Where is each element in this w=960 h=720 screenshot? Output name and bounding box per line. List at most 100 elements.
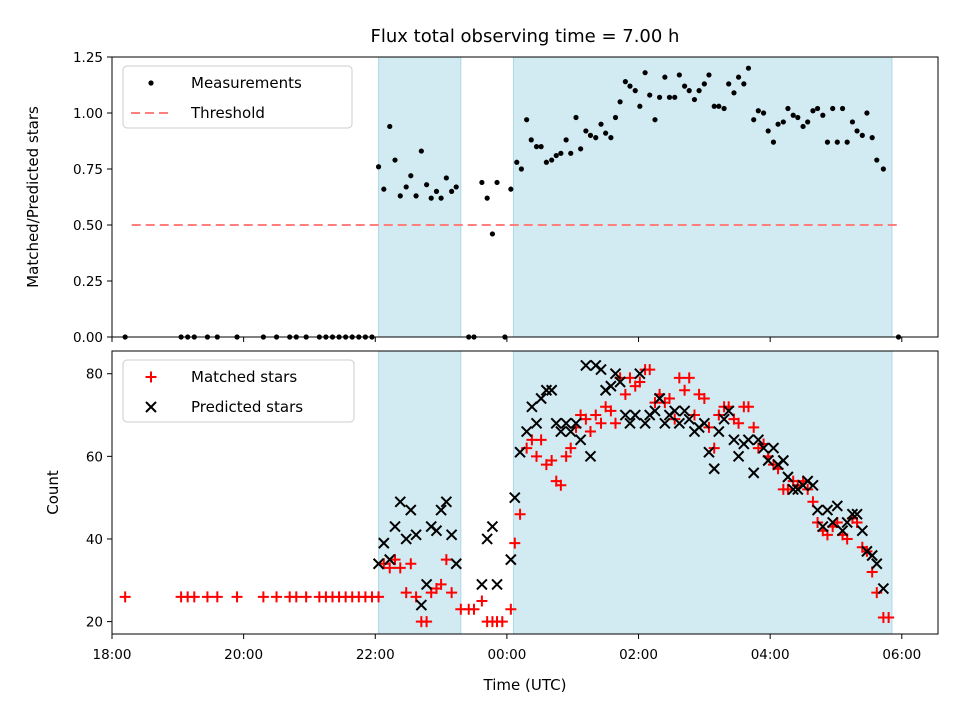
matched-stars-point <box>405 558 417 570</box>
measurements-point <box>864 110 870 116</box>
predicted-stars-point <box>639 417 651 430</box>
matched-stars-point <box>231 591 243 603</box>
predicted-stars-point <box>757 442 770 454</box>
observing-window-0 <box>378 56 462 338</box>
matched-stars-point <box>378 558 390 570</box>
legend-marker-plus <box>145 371 157 383</box>
predicted-stars-point <box>659 417 671 430</box>
matched-stars-point <box>619 388 631 400</box>
matched-stars-point <box>609 417 621 429</box>
measurements-point <box>731 90 737 96</box>
predicted-stars-point <box>565 425 577 438</box>
predicted-stars-point <box>526 401 538 413</box>
predicted-stars-point <box>560 417 572 430</box>
matched-stars-point <box>565 442 577 454</box>
predicted-stars-point <box>841 516 853 529</box>
predicted-stars-point <box>580 359 592 372</box>
matched-stars-point <box>679 384 691 396</box>
measurements-point <box>735 74 742 80</box>
measurements-point <box>672 94 678 100</box>
legend-box <box>122 65 353 129</box>
matched-stars-point <box>883 611 895 623</box>
x-tick-label: 20:00 <box>224 647 263 663</box>
measurements-point <box>528 137 534 143</box>
measurements-point <box>583 128 589 134</box>
y-axis-label: Matched/Predicted stars <box>24 106 42 288</box>
legend-marker-x <box>145 401 157 413</box>
predicted-stars-point <box>609 368 622 380</box>
predicted-stars-point <box>732 450 745 463</box>
predicted-stars-point <box>624 417 636 430</box>
matched-stars-point <box>580 413 592 425</box>
measurements-point <box>721 105 727 112</box>
measurements-point <box>453 184 459 190</box>
y-tick-label: 1.25 <box>73 50 103 66</box>
measurements-point <box>795 114 801 121</box>
measurements-point <box>403 184 409 190</box>
predicted-stars-point <box>811 504 824 516</box>
predicted-stars-point <box>762 454 774 467</box>
predicted-stars-point <box>629 409 641 421</box>
predicted-stars-point <box>509 491 521 504</box>
measurements-point <box>662 74 668 80</box>
predicted-stars-point <box>877 582 890 595</box>
measurements-point <box>830 105 836 112</box>
matched-stars-point <box>673 372 685 384</box>
measurements-point <box>682 83 688 89</box>
x-tick-label: 18:00 <box>93 647 132 663</box>
matched-stars-point <box>624 372 636 384</box>
measurements-point <box>770 139 777 145</box>
predicted-stars-point <box>405 504 417 516</box>
axes-frame <box>111 56 939 338</box>
measurements-point <box>558 150 564 156</box>
predicted-stars-point <box>415 599 428 611</box>
predicted-stars-point <box>856 525 869 537</box>
measurements-point <box>381 186 387 192</box>
measurements-point <box>647 92 653 98</box>
measurements-point <box>814 105 821 112</box>
measurements-point <box>820 112 826 118</box>
x-tick-label: 04:00 <box>751 647 790 663</box>
measurements-point <box>854 128 860 134</box>
predicted-stars-point <box>821 504 834 516</box>
measurements-point <box>549 157 555 163</box>
measurements-point <box>696 88 702 94</box>
matched-stars-point <box>468 603 480 615</box>
measurements-point <box>603 130 609 136</box>
measurements-point <box>849 119 856 125</box>
matched-stars-point <box>257 591 269 603</box>
y-axis-label: Count <box>44 470 62 515</box>
y-tick-label: 20 <box>86 615 103 631</box>
matched-stars-point <box>634 376 646 388</box>
y-tick-label: 0.50 <box>73 218 103 234</box>
measurements-point <box>433 188 440 194</box>
measurements-point <box>573 114 579 121</box>
measurements-point <box>637 103 643 109</box>
measurements-point <box>514 159 520 165</box>
legend-label: Predicted stars <box>191 398 303 416</box>
measurements-point <box>538 144 544 150</box>
y-tick-label: 60 <box>86 449 103 465</box>
measurements-point <box>392 157 398 163</box>
legend: Matched stars Predicted stars <box>122 359 355 423</box>
measurements-point <box>617 99 623 105</box>
measurements-point <box>745 65 752 71</box>
measurements-point <box>880 166 886 172</box>
predicted-stars-point <box>836 525 849 537</box>
measurements-point <box>622 79 628 85</box>
predicted-stars-point <box>728 434 740 446</box>
matched-stars-point <box>505 603 517 615</box>
measurements-point <box>408 173 414 179</box>
measurements-point <box>760 110 767 116</box>
predicted-stars-point <box>514 446 526 458</box>
measurements-point <box>443 175 449 181</box>
measurements-point <box>642 70 648 76</box>
matched-stars-point <box>595 417 607 429</box>
x-tick-label: 06:00 <box>882 647 921 663</box>
predicted-stars-point <box>669 405 681 417</box>
measurements-point <box>834 139 840 145</box>
matched-stars-point <box>555 479 567 491</box>
measurements-point <box>691 96 698 103</box>
measurements-point <box>494 179 500 186</box>
measurements-point <box>424 182 430 188</box>
